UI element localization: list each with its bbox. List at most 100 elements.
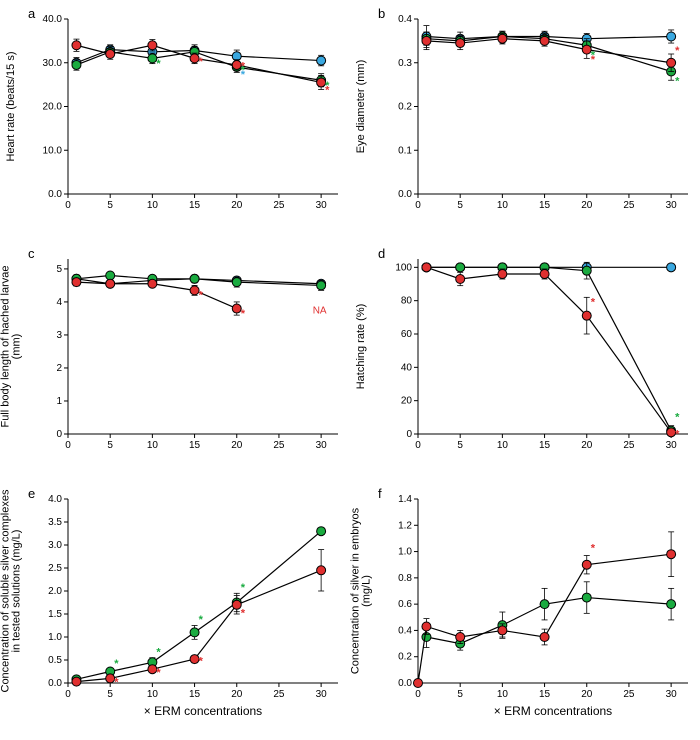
svg-text:1.0: 1.0 <box>48 632 62 643</box>
svg-text:0.2: 0.2 <box>398 102 412 113</box>
svg-text:*: * <box>156 646 161 658</box>
svg-text:*: * <box>241 60 246 72</box>
svg-text:f: f <box>378 486 382 501</box>
svg-text:0.6: 0.6 <box>398 599 412 610</box>
svg-text:3.5: 3.5 <box>48 517 62 528</box>
svg-text:*: * <box>675 76 680 88</box>
svg-text:*: * <box>241 308 246 320</box>
svg-text:25: 25 <box>273 200 285 211</box>
svg-text:0.5: 0.5 <box>48 655 62 666</box>
svg-text:0.0: 0.0 <box>398 189 412 200</box>
svg-text:*: * <box>591 543 596 555</box>
svg-text:0: 0 <box>65 689 71 700</box>
svg-text:0: 0 <box>65 440 71 451</box>
svg-text:15: 15 <box>189 689 201 700</box>
svg-text:2: 2 <box>56 363 62 374</box>
svg-text:1.2: 1.2 <box>398 520 412 531</box>
svg-text:*: * <box>156 667 161 679</box>
svg-text:0.4: 0.4 <box>398 625 412 636</box>
svg-text:b: b <box>378 6 385 21</box>
svg-text:25: 25 <box>273 689 285 700</box>
svg-text:*: * <box>199 656 204 668</box>
svg-text:0: 0 <box>406 429 412 440</box>
svg-text:20.0: 20.0 <box>43 102 63 113</box>
svg-text:*: * <box>241 607 246 619</box>
svg-text:25: 25 <box>623 200 635 211</box>
svg-text:20: 20 <box>231 440 243 451</box>
svg-text:× ERM concentrations: × ERM concentrations <box>494 704 612 718</box>
svg-text:3: 3 <box>56 330 62 341</box>
svg-text:25: 25 <box>273 440 285 451</box>
svg-text:4: 4 <box>56 297 62 308</box>
svg-text:*: * <box>114 676 119 688</box>
panel-e: 0.00.51.01.52.02.53.03.54.0051015202530C… <box>0 485 350 725</box>
svg-text:× ERM concentrations: × ERM concentrations <box>144 704 262 718</box>
svg-text:0: 0 <box>415 689 421 700</box>
svg-text:a: a <box>28 6 36 21</box>
svg-text:25: 25 <box>623 689 635 700</box>
svg-text:40.0: 40.0 <box>43 14 63 25</box>
svg-text:10: 10 <box>147 689 159 700</box>
panel-f: 0.00.20.40.60.81.01.21.4051015202530Conc… <box>350 485 700 725</box>
svg-text:1.5: 1.5 <box>48 609 62 620</box>
svg-text:5: 5 <box>107 200 113 211</box>
svg-text:Eye diameter (mm): Eye diameter (mm) <box>355 60 367 154</box>
svg-text:*: * <box>591 297 596 309</box>
svg-text:2.0: 2.0 <box>48 586 62 597</box>
svg-text:30: 30 <box>666 440 678 451</box>
svg-text:0.0: 0.0 <box>48 189 62 200</box>
svg-text:5: 5 <box>457 440 463 451</box>
svg-text:15: 15 <box>539 200 551 211</box>
svg-text:15: 15 <box>189 440 201 451</box>
panel-c: 012345051015202530Full body length of ha… <box>0 245 350 485</box>
panel-d: 020406080100051015202530Hatching rate (%… <box>350 245 700 485</box>
svg-text:5: 5 <box>457 200 463 211</box>
svg-text:20: 20 <box>231 200 243 211</box>
svg-text:0: 0 <box>415 200 421 211</box>
svg-text:*: * <box>199 614 204 626</box>
svg-text:20: 20 <box>581 440 593 451</box>
svg-text:e: e <box>28 486 35 501</box>
svg-text:0.3: 0.3 <box>398 58 412 69</box>
svg-text:c: c <box>28 246 35 261</box>
svg-text:0.0: 0.0 <box>48 678 62 689</box>
svg-text:NA: NA <box>313 305 327 316</box>
svg-text:Concentration of soluble silve: Concentration of soluble silver complexe… <box>0 489 23 692</box>
svg-text:60: 60 <box>401 329 413 340</box>
svg-text:40: 40 <box>401 362 413 373</box>
svg-text:Concentration of silver in emb: Concentration of silver in embryos(mg/L) <box>350 507 373 674</box>
svg-text:20: 20 <box>231 689 243 700</box>
svg-text:30: 30 <box>316 200 328 211</box>
svg-text:*: * <box>325 84 330 96</box>
svg-text:d: d <box>378 246 385 261</box>
svg-text:1.0: 1.0 <box>398 547 412 558</box>
svg-text:0.8: 0.8 <box>398 573 412 584</box>
svg-text:15: 15 <box>539 440 551 451</box>
svg-text:0: 0 <box>65 200 71 211</box>
svg-text:10: 10 <box>497 200 509 211</box>
svg-text:5: 5 <box>107 689 113 700</box>
svg-text:100: 100 <box>395 262 412 273</box>
panel-b: 0.00.10.20.30.4051015202530Eye diameter … <box>350 5 700 245</box>
svg-text:15: 15 <box>189 200 201 211</box>
svg-text:Full body length of hached lar: Full body length of hached larvae(mm) <box>0 265 23 427</box>
panel-a: 0.010.020.030.040.0051015202530Heart rat… <box>0 5 350 245</box>
svg-text:25: 25 <box>623 440 635 451</box>
svg-text:*: * <box>675 412 680 424</box>
svg-text:30: 30 <box>316 440 328 451</box>
svg-text:20: 20 <box>581 200 593 211</box>
svg-text:4.0: 4.0 <box>48 494 62 505</box>
svg-text:1: 1 <box>56 396 62 407</box>
chart-grid: 0.010.020.030.040.0051015202530Heart rat… <box>0 0 700 725</box>
svg-text:0: 0 <box>415 440 421 451</box>
svg-text:10: 10 <box>147 200 159 211</box>
svg-text:30: 30 <box>666 200 678 211</box>
svg-text:20: 20 <box>581 689 593 700</box>
svg-text:5: 5 <box>107 440 113 451</box>
svg-text:*: * <box>114 658 119 670</box>
svg-text:Heart rate (beats/15 s): Heart rate (beats/15 s) <box>5 51 17 161</box>
svg-text:30.0: 30.0 <box>43 58 63 69</box>
svg-text:*: * <box>241 582 246 594</box>
svg-text:0.4: 0.4 <box>398 14 412 25</box>
svg-text:2.5: 2.5 <box>48 563 62 574</box>
